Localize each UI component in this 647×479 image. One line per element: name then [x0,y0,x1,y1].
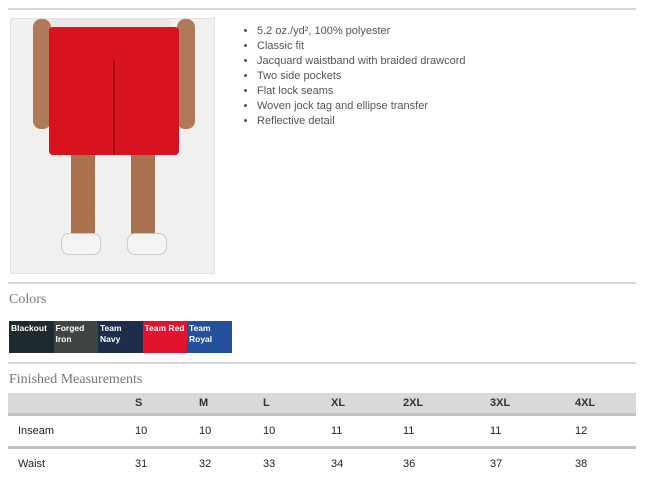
divider-top [8,8,636,10]
cell: 10 [262,415,330,448]
header-cell [8,393,134,415]
table-header-row: S M L XL 2XL 3XL 4XL [8,393,636,415]
header-cell: XL [330,393,402,415]
cell: 10 [198,415,262,448]
feature-item: 5.2 oz./yd², 100% polyester [257,24,466,39]
cell: 36 [402,448,489,479]
measurements-title: Finished Measurements [9,372,142,388]
divider [8,362,636,364]
feature-list: 5.2 oz./yd², 100% polyester Classic fit … [244,24,466,129]
cell: 31 [134,448,198,479]
feature-item: Reflective detail [257,114,466,129]
cell: 34 [330,448,402,479]
color-swatch[interactable]: Team Red [143,321,188,353]
cell: 38 [574,448,636,479]
feature-item: Flat lock seams [257,84,466,99]
header-cell: S [134,393,198,415]
cell: 37 [489,448,574,479]
cell: 11 [330,415,402,448]
color-swatch[interactable]: Forged Iron [54,321,99,353]
cell: 32 [198,448,262,479]
color-swatch[interactable]: Team Royal [187,321,232,353]
cell: 11 [402,415,489,448]
color-swatch[interactable]: Team Navy [98,321,143,353]
measurements-table: S M L XL 2XL 3XL 4XL Inseam 10 10 10 11 … [8,393,636,479]
cell: 33 [262,448,330,479]
feature-item: Woven jock tag and ellipse transfer [257,99,466,114]
cell: 11 [489,415,574,448]
table-row: Inseam 10 10 10 11 11 11 12 [8,415,636,448]
cell: 10 [134,415,198,448]
header-cell: M [198,393,262,415]
feature-item: Jacquard waistband with braided drawcord [257,54,466,69]
header-cell: 4XL [574,393,636,415]
row-label: Waist [8,448,134,479]
feature-item: Classic fit [257,39,466,54]
feature-item: Two side pockets [257,69,466,84]
header-cell: 2XL [402,393,489,415]
table-row: Waist 31 32 33 34 36 37 38 [8,448,636,479]
row-label: Inseam [8,415,134,448]
header-cell: L [262,393,330,415]
cell: 12 [574,415,636,448]
product-image [10,18,215,274]
color-swatch[interactable]: Blackout [9,321,54,353]
header-cell: 3XL [489,393,574,415]
colors-title: Colors [9,292,46,308]
divider [8,282,636,284]
